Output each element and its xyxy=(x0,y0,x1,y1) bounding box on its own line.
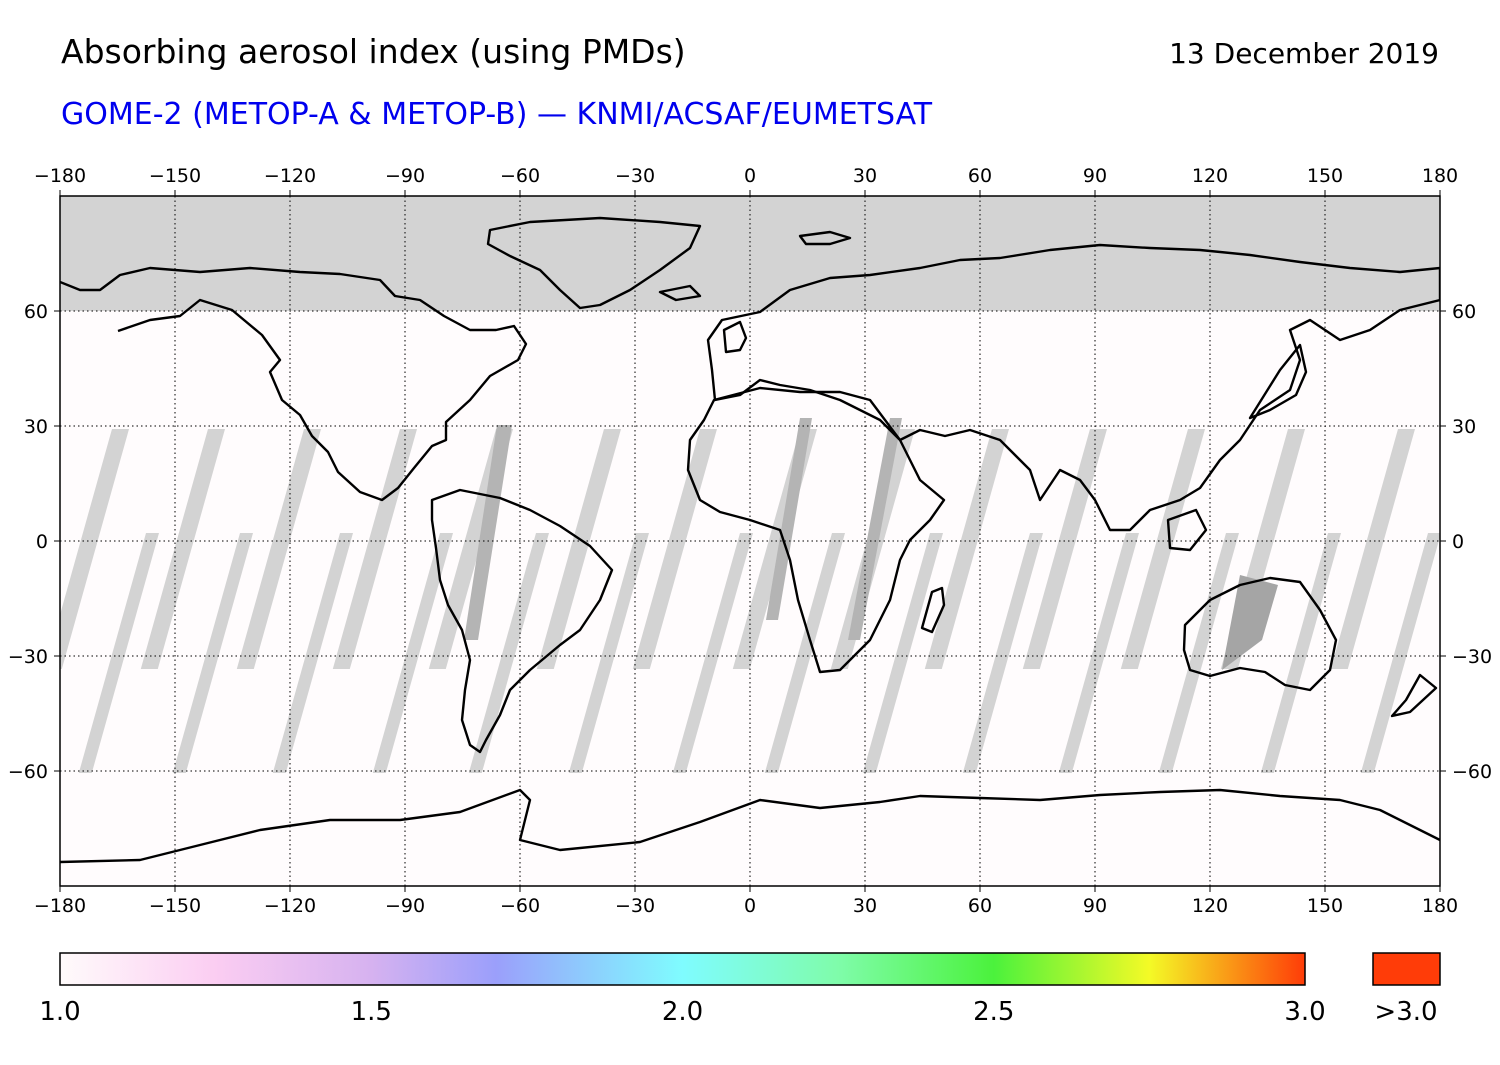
lon-tick-label-bottom: −150 xyxy=(149,895,201,917)
swath-gap-dark xyxy=(766,418,812,620)
swath-gap xyxy=(372,533,453,773)
lat-tick-label-left: 30 xyxy=(24,416,48,438)
lon-tick-label-top: 30 xyxy=(853,165,877,187)
antarctica-coast xyxy=(60,788,1440,864)
lon-tick-label-bottom: 120 xyxy=(1192,895,1228,917)
map-subtitle: GOME-2 (METOP-A & METOP-B) — KNMI/ACSAF/… xyxy=(61,97,933,132)
lat-tick-label-right: 30 xyxy=(1452,416,1476,438)
eurasia-coast xyxy=(706,243,1440,532)
lon-tick-label-bottom: −90 xyxy=(385,895,425,917)
lat-tick-label-left: −60 xyxy=(8,761,48,783)
swath-gap xyxy=(1360,533,1440,773)
colorbar-tick-label: 2.0 xyxy=(662,997,703,1027)
swath-gap xyxy=(1260,533,1341,773)
swath-gap xyxy=(140,429,225,669)
lat-tick-label-right: −60 xyxy=(1452,761,1492,783)
lon-tick-label-top: −30 xyxy=(615,165,655,187)
lon-tick-label-top: −150 xyxy=(149,165,201,187)
lat-tick-label-right: 60 xyxy=(1452,301,1476,323)
lon-tick-label-bottom: −180 xyxy=(34,895,86,917)
new-zealand-coast xyxy=(1390,673,1438,718)
lon-tick-label-bottom: −120 xyxy=(264,895,316,917)
swath-gap xyxy=(468,533,549,773)
colorbar-over-box xyxy=(1372,952,1441,986)
swath-gap xyxy=(60,429,129,669)
swath-gap-dark xyxy=(848,418,902,640)
lon-tick-label-bottom: 60 xyxy=(968,895,992,917)
madagascar-coast xyxy=(920,586,946,634)
lon-tick-label-bottom: 0 xyxy=(744,895,756,917)
lon-tick-label-bottom: 30 xyxy=(853,895,877,917)
lon-tick-label-bottom: 150 xyxy=(1307,895,1343,917)
svalbard-coast xyxy=(798,230,852,246)
lon-tick-label-top: −90 xyxy=(385,165,425,187)
map-date: 13 December 2019 xyxy=(1169,37,1439,70)
graticule xyxy=(60,196,1440,886)
colorbar-tick-label: 1.0 xyxy=(39,997,80,1027)
swath-gap xyxy=(672,533,753,773)
lon-tick-label-top: 90 xyxy=(1083,165,1107,187)
lon-tick-label-top: 120 xyxy=(1192,165,1228,187)
swath-gap xyxy=(862,533,943,773)
lon-tick-label-bottom: −30 xyxy=(615,895,655,917)
swath-gap xyxy=(568,533,649,773)
japan-coast xyxy=(1248,343,1308,420)
colorbar: 1.0 1.5 2.0 2.5 3.0 >3.0 xyxy=(39,952,1441,1027)
swath-gap xyxy=(236,429,321,669)
lat-tick-label-right: −30 xyxy=(1452,646,1492,668)
map-axes: −180 −180 −150 −150 −120 −120 −90 −90 −60 −60 −30 −… xyxy=(8,165,1492,917)
north-america-coast xyxy=(60,266,528,502)
colorbar-tick-label: 1.5 xyxy=(351,997,392,1027)
lon-tick-label-bottom: 90 xyxy=(1083,895,1107,917)
lat-tick-label-left: 0 xyxy=(36,531,48,553)
swath-gap xyxy=(536,429,621,669)
lon-tick-label-top: −120 xyxy=(264,165,316,187)
swath-gap xyxy=(272,533,353,773)
lon-tick-label-top: −60 xyxy=(500,165,540,187)
colorbar-tick-label: 2.5 xyxy=(973,997,1014,1027)
swath-gap xyxy=(1120,429,1205,669)
lon-tick-label-bottom: −60 xyxy=(500,895,540,917)
swath-gap xyxy=(924,429,1009,669)
colorbar-tick-label: 3.0 xyxy=(1284,997,1325,1027)
swath-gap-group xyxy=(60,418,1440,773)
swath-gap xyxy=(1330,429,1415,669)
coastlines xyxy=(60,216,1440,864)
lon-tick-label-top: 150 xyxy=(1307,165,1343,187)
borneo-coast xyxy=(1166,508,1208,552)
swath-gap xyxy=(78,533,159,773)
lon-tick-label-top: 180 xyxy=(1422,165,1458,187)
lat-tick-label-right: 0 xyxy=(1452,531,1464,553)
australia-coast xyxy=(1182,576,1338,692)
lon-tick-label-top: 0 xyxy=(744,165,756,187)
lon-tick-label-bottom: 180 xyxy=(1422,895,1458,917)
colorbar-gradient xyxy=(59,952,1306,986)
swath-gap xyxy=(172,533,253,773)
iceland-coast xyxy=(658,284,702,302)
no-data-australia-patch xyxy=(1222,575,1278,670)
lon-tick-label-top: 60 xyxy=(968,165,992,187)
africa-coast xyxy=(686,386,946,674)
south-america-coast xyxy=(430,488,614,754)
swath-gap xyxy=(764,533,845,773)
map-title: Absorbing aerosol index (using PMDs) xyxy=(61,32,686,71)
greenland-coast xyxy=(486,216,702,310)
lon-tick-label-top: −180 xyxy=(34,165,86,187)
colorbar-over-label: >3.0 xyxy=(1374,997,1437,1027)
swath-gap-dark xyxy=(464,425,512,640)
lat-tick-label-left: 60 xyxy=(24,301,48,323)
british-isles-coast xyxy=(722,320,748,354)
swath-gap xyxy=(1158,533,1239,773)
lat-tick-label-left: −30 xyxy=(8,646,48,668)
swath-gap xyxy=(1058,533,1139,773)
swath-gap xyxy=(962,533,1043,773)
